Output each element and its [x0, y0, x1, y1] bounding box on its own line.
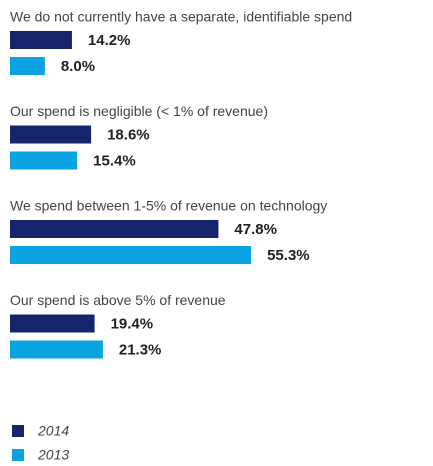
- category-label: We spend between 1-5% of revenue on tech…: [10, 198, 327, 214]
- category-label: Our spend is negligible (< 1% of revenue…: [10, 103, 268, 119]
- value-label: 47.8%: [234, 221, 277, 238]
- value-label: 14.2%: [88, 32, 131, 49]
- value-label: 15.4%: [93, 152, 136, 169]
- value-label: 21.3%: [119, 341, 162, 358]
- bar: [10, 314, 95, 333]
- bar: [10, 151, 78, 170]
- category-label: We do not currently have a separate, ide…: [10, 9, 352, 25]
- legend-swatch: [12, 449, 24, 461]
- value-label: 18.6%: [107, 126, 150, 143]
- value-label: 8.0%: [61, 58, 95, 75]
- legend-swatch: [12, 425, 24, 437]
- bar: [10, 57, 45, 75]
- legend-label: 2014: [37, 423, 69, 439]
- bar: [10, 220, 219, 238]
- bar: [10, 125, 92, 144]
- value-label: 19.4%: [111, 315, 154, 332]
- legend-label: 2013: [37, 447, 69, 463]
- bar: [10, 340, 103, 359]
- category-label: Our spend is above 5% of revenue: [10, 292, 226, 308]
- bar: [10, 246, 252, 264]
- value-label: 55.3%: [267, 247, 310, 264]
- bar: [10, 31, 72, 49]
